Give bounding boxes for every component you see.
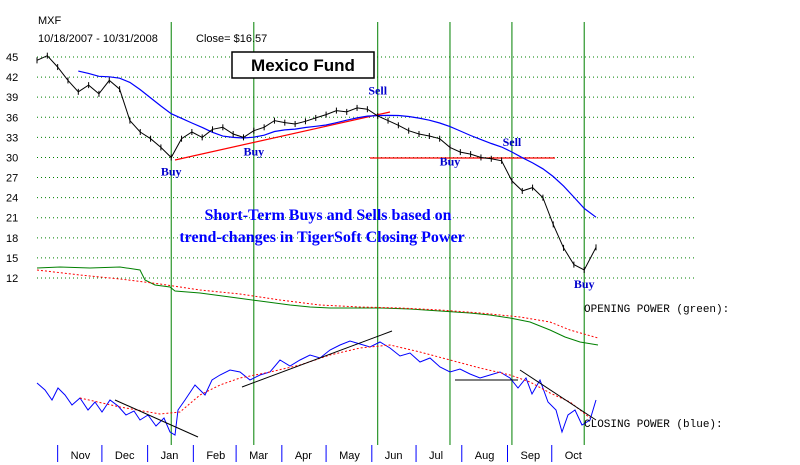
month-label: Dec (115, 450, 135, 462)
month-label: Jul (429, 450, 443, 462)
annotation-line-1: Short-Term Buys and Sells based on (204, 207, 451, 224)
y-tick-label: 45 (6, 52, 18, 64)
closing-power-line (36, 340, 597, 436)
title-box (231, 51, 375, 79)
signal-label-sell: Sell (368, 84, 387, 98)
cp-downtrend-line (114, 399, 199, 438)
y-tick-label: 15 (6, 253, 18, 265)
y-tick-label: 39 (6, 92, 18, 104)
closing-power-label: CLOSING POWER (blue): (584, 419, 723, 431)
month-label: Jun (385, 450, 403, 462)
month-label: Oct (565, 450, 582, 462)
price-line (36, 55, 597, 271)
y-tick-label: 18 (6, 233, 18, 245)
month-label: Aug (475, 450, 495, 462)
signal-label-buy: Buy (161, 164, 182, 178)
uptrend-line (174, 111, 391, 161)
opening-power-label: OPENING POWER (green): (584, 304, 729, 316)
y-tick-label: 30 (6, 152, 18, 164)
date-range-label: 10/18/2007 - 10/31/2008 (38, 33, 158, 45)
ticker-label: MXF (38, 15, 62, 27)
annotation-line-2: trend-changes in TigerSoft Closing Power (179, 229, 464, 246)
x-axis-months: Nov Dec Jan Feb Mar Apr May Jun Jul Aug Sep Oct (57, 445, 582, 462)
chart-title: Mexico Fund (251, 56, 355, 75)
y-tick-label: 21 (6, 213, 18, 225)
moving-average-line (78, 70, 597, 218)
y-axis-ticks: 45 42 39 36 33 30 27 24 21 18 15 12 (6, 52, 18, 285)
y-tick-label: 42 (6, 72, 18, 84)
cp-downtrend-line-2 (519, 369, 597, 421)
price-series (36, 52, 597, 273)
month-label: Jan (161, 450, 179, 462)
signal-label-sell: Sell (503, 135, 522, 149)
closing-power-trendlines (114, 330, 597, 438)
month-label: Mar (249, 450, 268, 462)
y-tick-label: 33 (6, 132, 18, 144)
signal-labels: Buy Buy Sell Buy Sell Buy (161, 84, 595, 291)
signal-vertical-lines (170, 22, 585, 445)
opening-power-line (36, 266, 599, 346)
signal-label-buy: Buy (243, 144, 264, 158)
signal-label-buy: Buy (440, 154, 461, 168)
y-tick-label: 12 (6, 273, 18, 285)
month-label: Sep (521, 450, 541, 462)
month-label: Apr (295, 450, 312, 462)
cp-uptrend-line (241, 330, 393, 388)
opening-power-ma (36, 269, 599, 339)
signal-label-buy: Buy (574, 277, 595, 291)
month-label: Feb (206, 450, 225, 462)
close-price-label: Close= $16.57 (196, 33, 267, 45)
y-tick-label: 36 (6, 112, 18, 124)
month-label: May (339, 450, 360, 462)
y-tick-label: 27 (6, 173, 18, 185)
y-tick-label: 24 (6, 193, 18, 205)
month-label: Nov (71, 450, 91, 462)
